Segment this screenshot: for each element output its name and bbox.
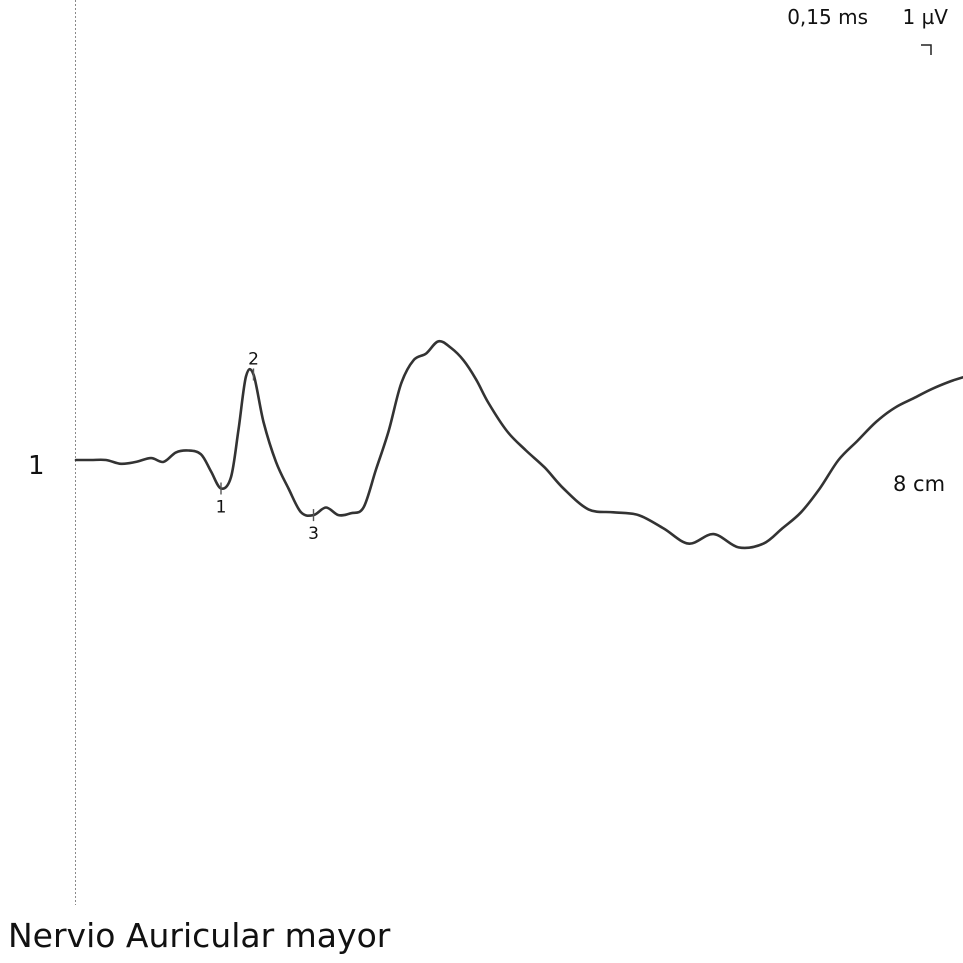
marker-label-3: 3 [308, 524, 319, 544]
scale-bar-icon [921, 44, 932, 55]
time-scale-label: 0,15 ms [787, 5, 868, 29]
nerve-title: Nervio Auricular mayor [8, 916, 391, 955]
marker-label-1: 1 [216, 498, 227, 518]
waveform-trace [74, 339, 963, 550]
trace-group [74, 339, 963, 550]
marker-label-2: 2 [248, 350, 259, 370]
trace-number-label: 1 [28, 451, 45, 481]
marker-group: 1 2 3 [216, 350, 319, 545]
amplitude-scale-label: 1 µV [903, 5, 949, 29]
distance-label: 8 cm [893, 472, 945, 496]
